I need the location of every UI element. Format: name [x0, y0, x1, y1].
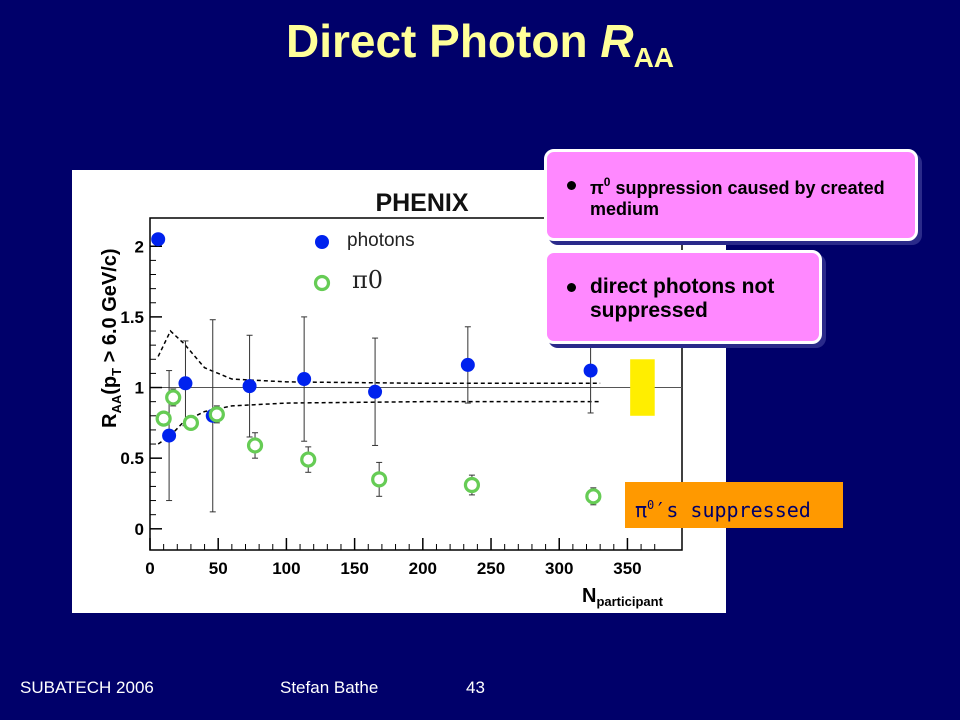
x-tick-label: 100 [272, 559, 300, 578]
systematic-envelope-lower [157, 400, 601, 445]
legend-pi0-marker [313, 274, 331, 292]
pi0-point [208, 406, 225, 423]
pi0s-suppressed-label: π0′s suppressed [625, 482, 843, 528]
x-tick-label: 50 [209, 559, 228, 578]
callout-pi0-suppression: π0 suppression caused by created medium [544, 149, 918, 241]
title-main: Direct Photon [285, 15, 601, 67]
points-layer [151, 232, 602, 505]
photon-point [178, 376, 193, 391]
x-tick-label: 250 [477, 559, 505, 578]
bullet-dot [567, 181, 576, 190]
photon-point [583, 363, 598, 378]
photon-point [162, 428, 177, 443]
x-tick-label: 0 [145, 559, 154, 578]
callout-pi0-text: π0 suppression caused by created medium [590, 175, 915, 220]
pi0-point [300, 451, 317, 468]
pi0-point [155, 410, 172, 427]
pi-symbol: π [590, 178, 604, 198]
slide-title: Direct Photon RAA [0, 14, 960, 74]
chart-frame-layer [149, 217, 683, 551]
photon-point [242, 379, 257, 394]
photon-point [460, 357, 475, 372]
phenix-logo: PHENIX [375, 189, 468, 217]
y-tick-label: 1 [135, 379, 144, 398]
pi0-point [463, 476, 481, 494]
raa-plot: 0 50 100 150 200 250 300 350 0 0.5 1 1.5 2 photons π0 P… [72, 170, 726, 613]
photon-point [368, 384, 383, 399]
y-tick-label: 2 [135, 237, 144, 256]
title-r: R [600, 15, 634, 67]
pi0-point [182, 414, 200, 431]
pi0-point [371, 471, 388, 488]
footer-author: Stefan Bathe [280, 678, 379, 697]
photon-point [151, 232, 166, 247]
systematic-envelope-upper [157, 329, 601, 385]
footer-page-number: 43 [466, 678, 485, 697]
legend-photon-marker [315, 235, 329, 249]
x-axis-label: Nparticipant [582, 585, 664, 609]
pi0s-text: ′s suppressed [654, 498, 811, 522]
y-tick-label: 0.5 [120, 449, 144, 468]
pi0-point [585, 488, 602, 505]
y-tick-label: 0 [135, 520, 144, 539]
callout-pi0-body: suppression caused by created medium [590, 178, 885, 219]
plot-frame [149, 217, 683, 551]
bullet-dot [567, 283, 576, 292]
pi0-point [246, 437, 264, 454]
x-tick-label: 200 [409, 559, 437, 578]
x-tick-label: 350 [613, 559, 641, 578]
y-axis-label: RAA(pT > 6.0 GeV/c) [99, 248, 124, 428]
footer-conference: SUBATECH 2006 [20, 678, 154, 697]
pi-symbol: π [635, 498, 648, 522]
pi-superscript: 0 [647, 498, 655, 512]
photon-point [297, 372, 312, 387]
legend-photons-label: photons [347, 230, 415, 251]
pi-superscript: 0 [603, 175, 611, 189]
legend-pi0-label: π0 [352, 266, 383, 294]
pi0-point [165, 389, 182, 406]
title-subscript: AA [633, 42, 675, 73]
x-tick-label: 300 [545, 559, 573, 578]
normalization-uncertainty-box [630, 359, 655, 416]
callout-direct-photons: direct photons not suppressed [544, 250, 822, 344]
callout-photons-text: direct photons not suppressed [590, 275, 775, 322]
y-tick-label: 1.5 [120, 308, 144, 327]
x-tick-label: 150 [340, 559, 368, 578]
